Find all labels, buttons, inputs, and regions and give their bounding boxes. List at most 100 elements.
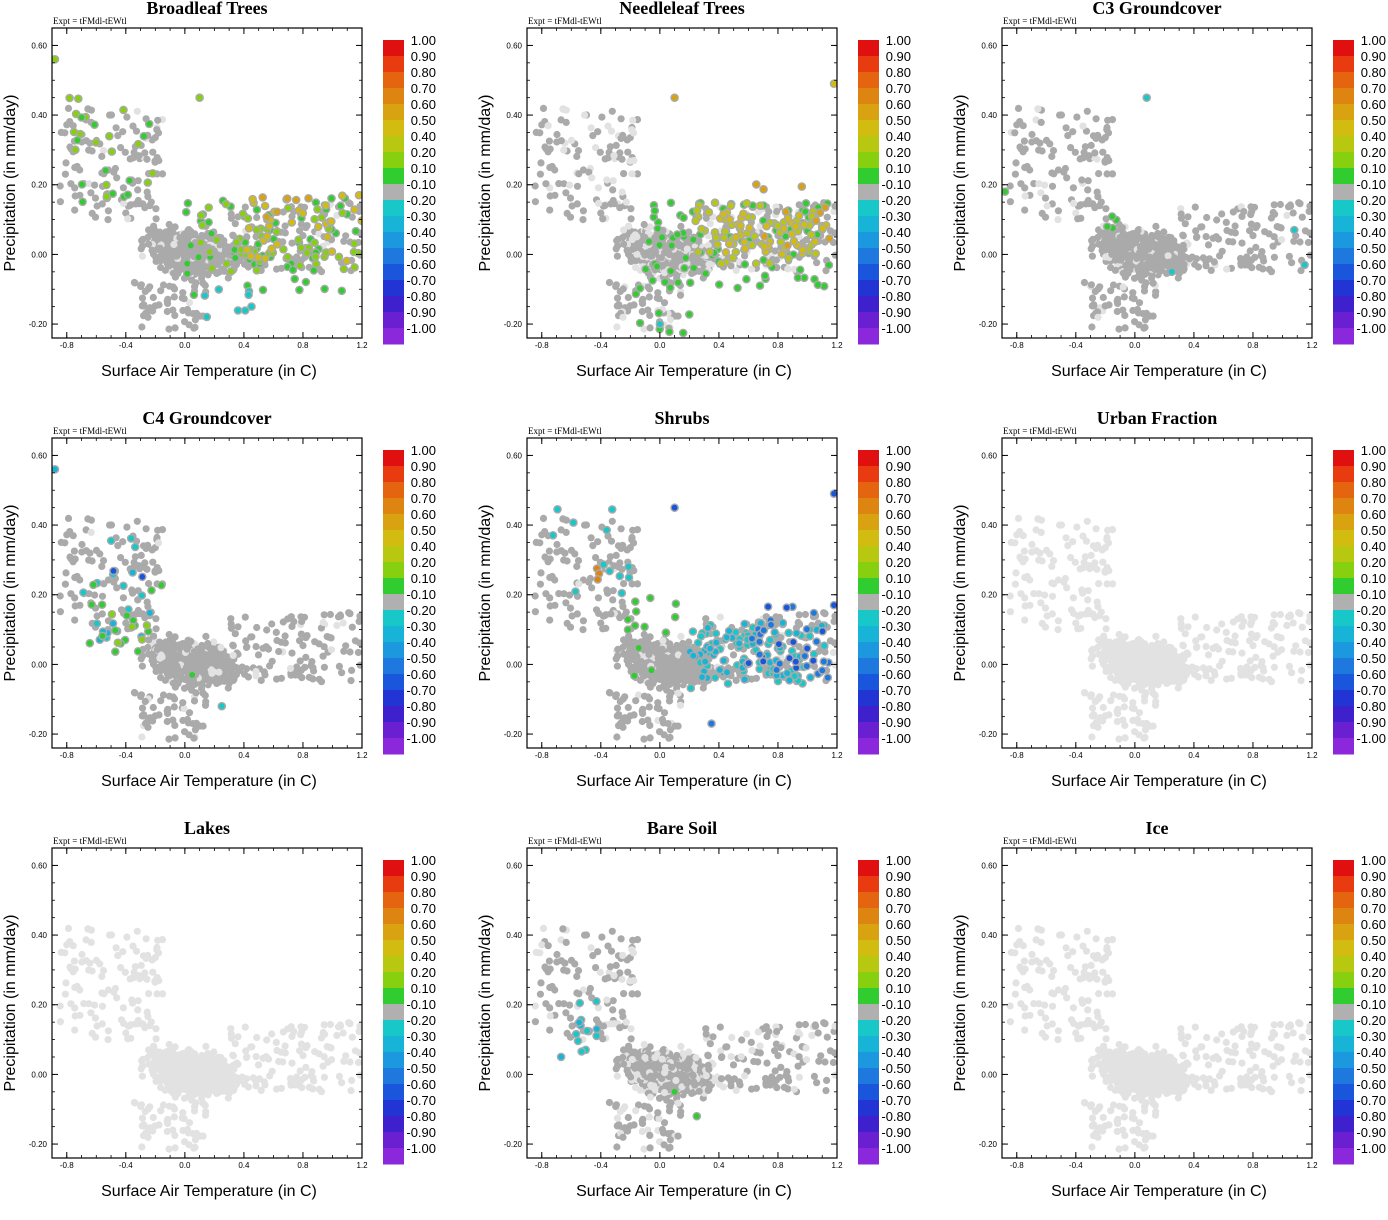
data-point bbox=[210, 638, 218, 646]
data-point bbox=[260, 201, 270, 211]
data-point bbox=[1049, 147, 1058, 155]
data-point bbox=[781, 207, 791, 217]
data-point bbox=[606, 143, 614, 151]
data-point bbox=[824, 234, 834, 243]
data-point bbox=[613, 252, 621, 260]
data-point bbox=[597, 209, 605, 217]
colorbar-swatch bbox=[383, 120, 404, 137]
data-point bbox=[150, 632, 158, 640]
data-point bbox=[230, 670, 238, 678]
data-point bbox=[1115, 325, 1123, 333]
data-point bbox=[640, 325, 648, 333]
data-point bbox=[772, 256, 780, 264]
data-point bbox=[1147, 256, 1155, 265]
colorbar-label: -0.20 bbox=[1356, 193, 1386, 208]
data-point bbox=[605, 278, 613, 287]
data-point bbox=[1212, 233, 1220, 241]
colorbar-label: 0.50 bbox=[1361, 113, 1386, 128]
colorbar-swatch bbox=[383, 72, 404, 89]
y-axis-label: Precipitation (in mm/day) bbox=[2, 95, 19, 272]
data-point bbox=[1296, 238, 1304, 246]
data-point bbox=[831, 202, 837, 210]
data-point bbox=[262, 232, 272, 241]
data-point bbox=[635, 318, 645, 328]
colorbar-swatch bbox=[858, 280, 879, 297]
data-point bbox=[1269, 208, 1277, 217]
data-point bbox=[1225, 237, 1233, 246]
data-point bbox=[130, 278, 138, 287]
colorbar-swatch bbox=[383, 248, 404, 265]
data-point bbox=[619, 313, 627, 321]
data-point bbox=[1021, 192, 1029, 200]
data-point bbox=[282, 194, 292, 203]
data-point bbox=[141, 204, 149, 212]
data-point bbox=[1060, 168, 1068, 176]
data-point bbox=[811, 249, 821, 258]
data-point bbox=[85, 146, 93, 154]
data-point bbox=[638, 307, 646, 316]
data-point bbox=[323, 232, 332, 242]
data-point bbox=[1298, 213, 1306, 221]
data-point bbox=[616, 149, 624, 157]
colorbar-swatch bbox=[1333, 56, 1354, 73]
data-point bbox=[1084, 177, 1092, 185]
colorbar-swatch bbox=[1333, 40, 1354, 57]
data-point bbox=[1300, 260, 1309, 270]
data-point bbox=[797, 182, 807, 191]
data-point bbox=[553, 130, 561, 139]
data-point bbox=[1092, 115, 1100, 123]
data-point bbox=[701, 269, 710, 278]
data-point bbox=[598, 113, 606, 121]
data-point bbox=[1017, 180, 1025, 188]
data-point bbox=[327, 194, 336, 203]
colorbar-label: 0.20 bbox=[886, 145, 911, 160]
data-point bbox=[693, 247, 703, 257]
data-point bbox=[69, 122, 77, 130]
data-point bbox=[1023, 162, 1031, 171]
data-point bbox=[573, 152, 581, 160]
data-point bbox=[741, 252, 749, 260]
data-point bbox=[61, 129, 69, 137]
data-point bbox=[1267, 214, 1275, 222]
data-point bbox=[787, 229, 797, 239]
data-point bbox=[91, 181, 99, 189]
data-point bbox=[138, 294, 147, 302]
data-point bbox=[233, 306, 243, 315]
data-point bbox=[631, 244, 639, 252]
colorbar-swatch bbox=[383, 56, 404, 73]
data-point bbox=[667, 241, 676, 250]
colorbar: 1.000.900.800.700.600.500.400.200.10-0.1… bbox=[858, 33, 911, 345]
data-point bbox=[1014, 104, 1023, 112]
colorbar-label: -0.80 bbox=[881, 289, 911, 304]
data-point bbox=[541, 143, 549, 151]
data-point bbox=[760, 242, 769, 251]
data-point bbox=[133, 107, 141, 115]
data-point bbox=[567, 136, 576, 144]
data-point bbox=[793, 273, 803, 283]
colorbar-swatch bbox=[383, 312, 404, 329]
data-point bbox=[138, 252, 146, 260]
colorbar-swatch bbox=[858, 88, 879, 105]
data-point bbox=[1088, 242, 1097, 250]
data-point bbox=[182, 269, 192, 278]
expt-label: Expt = tFMdl-tEWtl bbox=[53, 426, 127, 436]
colorbar-label: 0.90 bbox=[886, 49, 911, 64]
colorbar-label: -0.10 bbox=[1356, 177, 1386, 192]
x-tick-label: 0.4 bbox=[238, 341, 250, 350]
data-point bbox=[1252, 224, 1260, 232]
colorbar-label: 0.40 bbox=[886, 129, 911, 144]
colorbar-label: -0.60 bbox=[406, 257, 436, 272]
data-point bbox=[705, 247, 714, 257]
data-point bbox=[531, 198, 539, 206]
data-point bbox=[301, 277, 311, 287]
data-point bbox=[1191, 203, 1199, 211]
data-point bbox=[200, 291, 210, 300]
data-point bbox=[71, 206, 79, 214]
data-point bbox=[336, 201, 345, 211]
data-point bbox=[1181, 220, 1189, 228]
data-point bbox=[1093, 155, 1101, 163]
data-point bbox=[574, 147, 583, 155]
data-point bbox=[163, 307, 171, 316]
